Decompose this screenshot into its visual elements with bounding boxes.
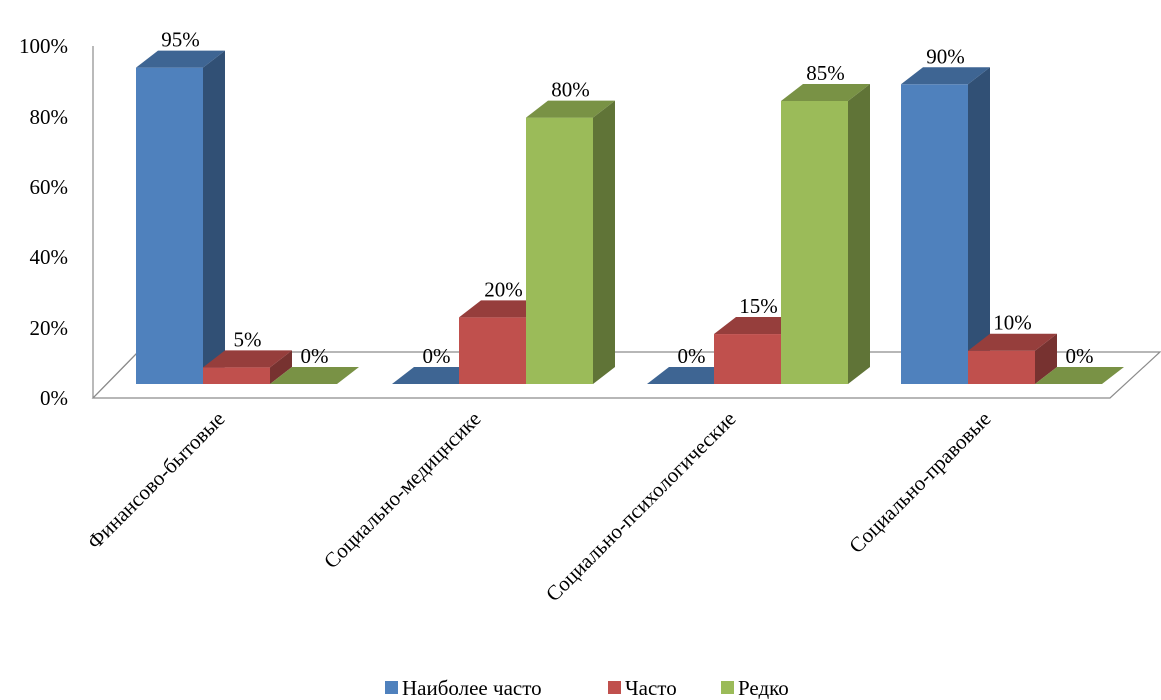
bar-rarely [1035, 367, 1124, 384]
bar-front-face [459, 317, 526, 384]
data-label: 0% [301, 344, 329, 368]
data-label: 0% [678, 344, 706, 368]
bar-top-face [781, 83, 870, 101]
bar-front-face [203, 367, 270, 384]
bar-front-face [526, 117, 593, 384]
bar-most-often [647, 367, 736, 384]
bar-top-face [1035, 367, 1124, 384]
y-tick-label: 0% [40, 386, 68, 410]
value-axis-base-edge [92, 351, 139, 399]
category-label: Социально-психологические [541, 407, 741, 607]
y-tick-label: 60% [30, 175, 69, 199]
data-label: 0% [1066, 344, 1094, 368]
data-label: 15% [739, 294, 778, 318]
legend-item: Редко [721, 676, 789, 700]
bar-top-face [526, 100, 615, 118]
bar-rarely [270, 367, 359, 384]
legend-label: Наиболее часто [402, 676, 542, 700]
y-tick-label: 80% [30, 105, 69, 129]
data-label: 10% [993, 311, 1032, 335]
bar-series-group [136, 50, 1124, 385]
bar-rarely [781, 83, 870, 384]
category-label: Социально-правовые [844, 407, 995, 558]
legend: Наиболее часто Часто Редко [385, 676, 789, 700]
bar-top-face [136, 50, 225, 68]
legend-label: Редко [738, 676, 789, 700]
legend-item: Наиболее часто [385, 676, 542, 700]
bar-front-face [781, 100, 848, 384]
bar-side-face [593, 100, 615, 384]
bar-top-face [647, 367, 736, 384]
bar-top-face [203, 350, 292, 368]
data-label: 80% [551, 78, 590, 102]
bar-top-face [270, 367, 359, 384]
bar-side-face [203, 50, 225, 385]
data-label: 95% [161, 28, 200, 52]
bar-side-face [968, 67, 990, 385]
bar-front-face [968, 350, 1035, 384]
bar-top-face [459, 300, 548, 318]
bar-front-face [901, 84, 968, 385]
legend-label: Часто [625, 676, 677, 700]
bar-top-face [968, 333, 1057, 351]
legend-item: Часто [608, 676, 677, 700]
bar-front-face [714, 334, 781, 384]
data-label: 90% [926, 44, 965, 68]
bar-front-face [136, 67, 203, 385]
bar-most-often [392, 367, 481, 384]
category-label: Социально-медицнсике [319, 407, 486, 574]
category-label: Финансово-бытовые [82, 407, 229, 554]
bar-often [968, 333, 1057, 384]
y-tick-label: 40% [30, 245, 69, 269]
data-labels: 95% 5% 0% 0% 20% 80% 0% 15% 85% 90% 10% 0% [161, 28, 1093, 368]
bar-side-face [1035, 333, 1057, 384]
value-axis: 0% 20% 40% 60% 80% 100% [19, 34, 139, 410]
data-label: 85% [806, 61, 845, 85]
data-label: 20% [484, 277, 523, 301]
y-tick-label: 100% [19, 34, 68, 58]
legend-swatch [608, 681, 621, 694]
bar-top-face [392, 367, 481, 384]
bar-often [203, 350, 292, 384]
bar-top-face [901, 67, 990, 85]
bar-side-face [848, 83, 870, 384]
bar-most-often [136, 50, 225, 385]
bar-rarely [526, 100, 615, 384]
data-label: 0% [423, 344, 451, 368]
legend-swatch [385, 681, 398, 694]
bar-top-face [714, 317, 803, 335]
category-axis-labels: Финансово-бытовые Социально-медицнсике Соц… [82, 407, 995, 607]
data-label: 5% [234, 327, 262, 351]
bar-most-often [901, 67, 990, 385]
bar-side-face [270, 350, 292, 384]
legend-swatch [721, 681, 734, 694]
y-tick-label: 20% [30, 316, 69, 340]
